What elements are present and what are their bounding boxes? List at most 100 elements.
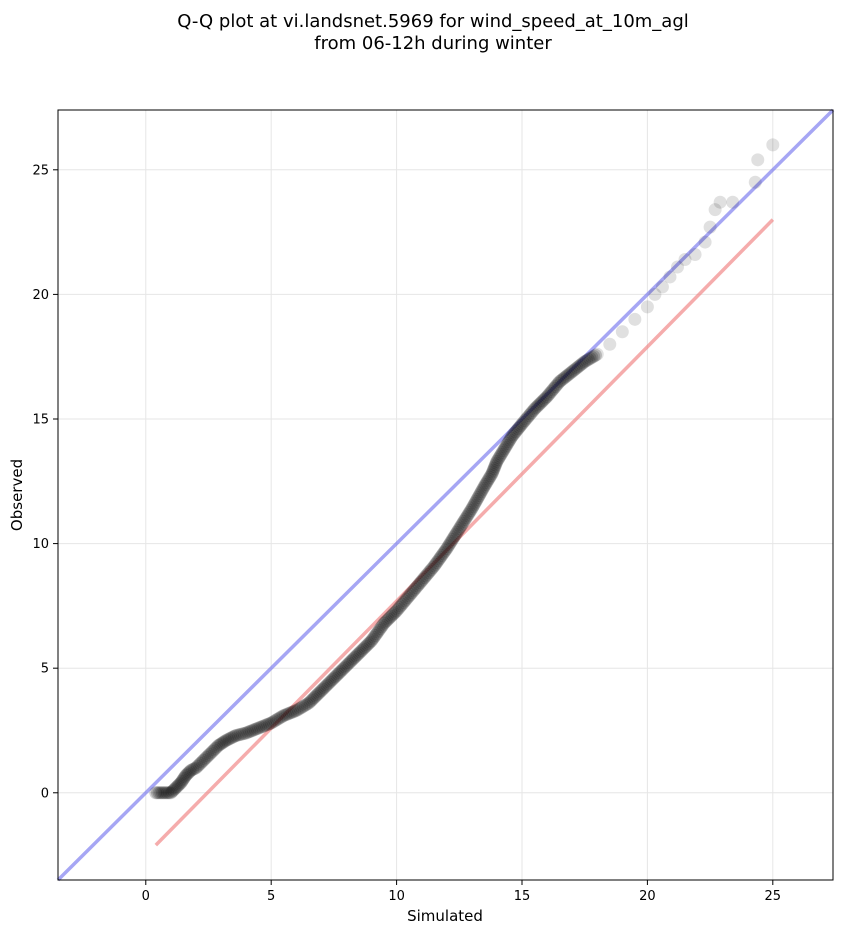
qq-point (391, 602, 405, 616)
qq-point (186, 763, 200, 777)
qq-point (316, 682, 330, 696)
qq-point (366, 632, 380, 646)
qq-point (305, 693, 319, 707)
qq-point (397, 596, 411, 610)
qq-point (490, 454, 504, 468)
qq-point (533, 396, 547, 410)
chart-title-line-2: from 06-12h during winter (314, 33, 552, 54)
qq-point (474, 485, 488, 499)
qq-point (178, 770, 192, 784)
qq-point (320, 678, 334, 692)
qq-point (184, 763, 198, 777)
qq-point (571, 360, 585, 374)
qq-point (410, 579, 424, 593)
qq-point (149, 786, 163, 800)
qq-point (548, 380, 562, 394)
qq-point (471, 490, 485, 504)
qq-point (349, 649, 363, 663)
qq-point (280, 707, 294, 721)
qq-point (443, 536, 457, 550)
qq-point (170, 780, 184, 794)
qq-point (394, 599, 408, 613)
qq-point (405, 586, 419, 600)
qq-point (261, 717, 275, 731)
qq-point (259, 718, 273, 732)
qq-point (578, 355, 592, 369)
qq-point (277, 709, 291, 723)
qq-point (250, 722, 264, 736)
qq-point (486, 465, 500, 479)
qq-point (192, 758, 206, 772)
qq-point (177, 771, 191, 785)
qq-point (209, 741, 223, 755)
qq-point (392, 601, 406, 615)
qq-point (174, 776, 188, 790)
qq-point (473, 487, 487, 501)
qq-point (169, 781, 183, 795)
qq-point (648, 287, 662, 301)
qq-point (395, 597, 409, 611)
qq-point (171, 778, 185, 792)
qq-point (218, 734, 232, 748)
qq-point (536, 394, 550, 408)
qq-point (501, 437, 515, 451)
qq-point (196, 753, 210, 767)
qq-point (588, 348, 602, 362)
qq-point (539, 391, 553, 405)
qq-point (514, 419, 528, 433)
qq-point (481, 474, 495, 488)
qq-point (310, 688, 324, 702)
qq-point (518, 414, 532, 428)
qq-point (427, 559, 441, 573)
qq-point (313, 685, 327, 699)
qq-point (426, 561, 440, 575)
qq-point (372, 623, 386, 637)
qq-point (550, 378, 564, 392)
qq-point (173, 777, 187, 791)
qq-point (551, 376, 565, 390)
qq-point (560, 368, 574, 382)
qq-point (404, 587, 418, 601)
qq-point (459, 511, 473, 525)
qq-point (289, 704, 303, 718)
qq-point (187, 762, 201, 776)
qq-point (375, 620, 389, 634)
qq-point (581, 353, 595, 367)
qq-point (266, 715, 280, 729)
qq-point (556, 372, 570, 386)
qq-point (365, 634, 379, 648)
qq-point (655, 280, 669, 294)
qq-point (512, 420, 526, 434)
qq-point (377, 616, 391, 630)
qq-point (413, 576, 427, 590)
qq-point (562, 367, 576, 381)
qq-point (437, 545, 451, 559)
qq-point (557, 371, 571, 385)
qq-point (412, 577, 426, 591)
qq-point (388, 605, 402, 619)
qq-point (420, 567, 434, 581)
qq-point (500, 438, 514, 452)
qq-point (323, 675, 337, 689)
qq-point (535, 395, 549, 409)
qq-point (303, 695, 317, 709)
qq-point (640, 300, 654, 314)
axis-ticks: 0 5 10 15 20 25 0 5 10 15 20 25 (32, 163, 781, 904)
qq-point (455, 518, 469, 532)
qq-point (451, 523, 465, 537)
qq-point (628, 312, 642, 326)
qq-point (457, 514, 471, 528)
qq-point (215, 736, 229, 750)
qq-point (408, 582, 422, 596)
qq-point (575, 357, 589, 371)
qq-point (248, 722, 262, 736)
qq-point (385, 608, 399, 622)
qq-point (150, 786, 164, 800)
qq-point (726, 195, 740, 209)
qq-point (356, 642, 370, 656)
qq-point (359, 639, 373, 653)
qq-point (154, 786, 168, 800)
qq-point (207, 743, 221, 757)
qq-point (476, 481, 490, 495)
